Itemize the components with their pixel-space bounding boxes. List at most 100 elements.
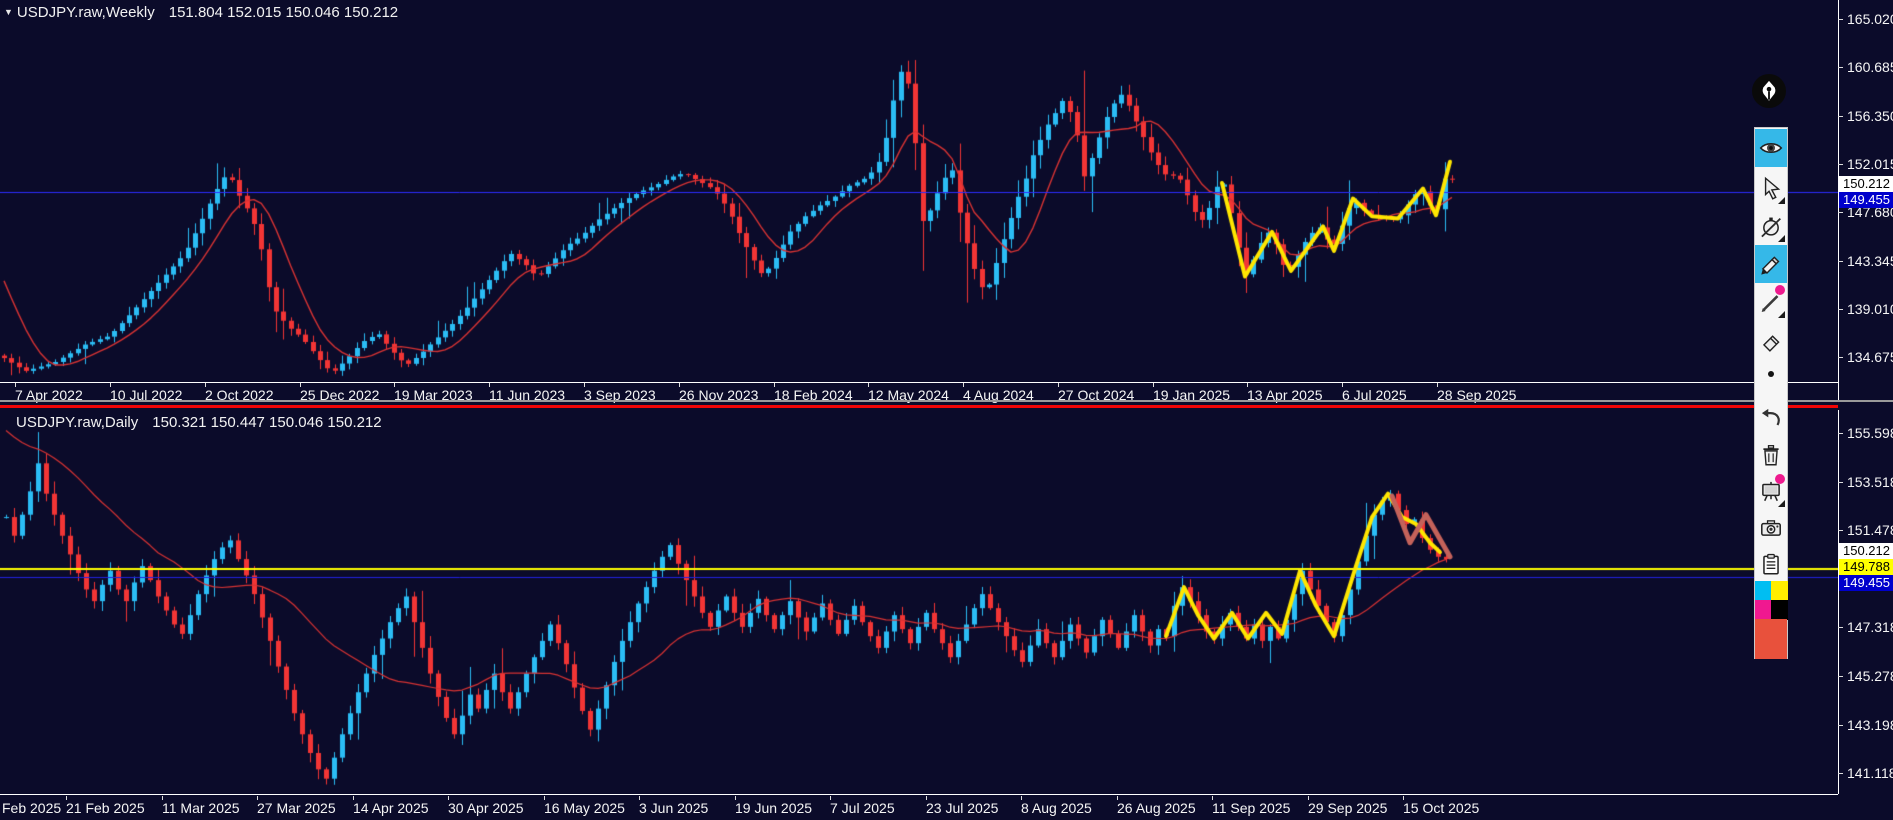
price-tick (1838, 627, 1843, 628)
price-tick (1838, 725, 1843, 726)
weekly-symbol-label: USDJPY.raw,Weekly (16, 4, 155, 21)
date-axis-label: 2 Oct 2022 (205, 387, 274, 403)
tool-marker-button[interactable] (1755, 245, 1787, 283)
date-axis-label: 12 May 2024 (868, 387, 949, 403)
tool-eraser-button[interactable] (1755, 321, 1787, 359)
handle-dot-icon[interactable] (1768, 371, 1774, 377)
tool-camera-button[interactable] (1755, 509, 1787, 547)
date-tick (353, 796, 354, 800)
tool-board-button[interactable] (1755, 472, 1787, 510)
weekly-price-marker: 150.212 (1839, 176, 1893, 192)
date-axis-label: 27 Oct 2024 (1058, 387, 1135, 403)
date-axis-label: 15 Oct 2025 (1403, 800, 1480, 816)
date-axis-label: 3 Jun 2025 (639, 800, 709, 816)
price-axis-label: 147.318 (1847, 619, 1893, 635)
date-tick (1058, 383, 1059, 387)
date-axis-label: 27 Mar 2025 (257, 800, 336, 816)
palette-swatch[interactable] (1771, 600, 1788, 620)
date-tick (66, 796, 67, 800)
date-axis-label: 25 Dec 2022 (300, 387, 380, 403)
tool-eye-button[interactable] (1755, 129, 1787, 167)
date-axis-label: 29 Sep 2025 (1308, 800, 1388, 816)
price-axis-label: 156.350 (1847, 108, 1893, 124)
price-axis-label: 143.198 (1847, 717, 1893, 733)
date-tick (735, 796, 736, 800)
date-axis-label: 18 Feb 2024 (774, 387, 853, 403)
date-tick (394, 383, 395, 387)
date-tick (15, 383, 16, 387)
price-tick (1838, 116, 1843, 117)
date-tick (926, 796, 927, 800)
date-tick (830, 796, 831, 800)
daily-chart-canvas[interactable] (0, 410, 1838, 795)
date-axis-label: 10 Jul 2022 (110, 387, 183, 403)
price-axis-label: 141.118 (1847, 765, 1893, 781)
price-tick (1838, 164, 1843, 165)
window-splitter[interactable] (0, 400, 1893, 402)
date-axis-label: 19 Jan 2025 (1153, 387, 1231, 403)
price-tick (1838, 212, 1843, 213)
price-tick (1838, 357, 1843, 358)
price-axis-label: 153.518 (1847, 474, 1893, 490)
tool-pen-button[interactable] (1755, 283, 1787, 321)
price-tick (1838, 433, 1843, 434)
date-axis-label: 19 Jun 2025 (735, 800, 813, 816)
tool-undo-button[interactable] (1755, 399, 1787, 437)
price-axis-label: 152.015 (1847, 156, 1893, 172)
date-tick (1247, 383, 1248, 387)
palette-swatch[interactable] (1755, 600, 1772, 620)
weekly-price-marker: 149.455 (1839, 192, 1893, 208)
active-color-swatch[interactable] (1755, 619, 1787, 659)
submenu-corner-icon (1778, 235, 1785, 242)
eye-icon (1759, 142, 1783, 154)
tool-cursor-button[interactable] (1755, 169, 1787, 207)
tool-clipboard-button[interactable] (1755, 545, 1787, 583)
price-tick (1838, 19, 1843, 20)
weekly-chart-title: ▼ USDJPY.raw,Weekly 151.804 152.015 150.04… (4, 4, 398, 21)
date-axis-label: 3 Sep 2023 (584, 387, 656, 403)
date-axis-label: 4 Aug 2024 (963, 387, 1034, 403)
date-tick (1403, 796, 1404, 800)
tool-trash-button[interactable] (1755, 436, 1787, 474)
daily-axis-separator (0, 794, 1838, 795)
cursor-icon (1764, 176, 1781, 200)
weekly-axis-border (1838, 0, 1839, 400)
date-axis-label: 26 Nov 2023 (679, 387, 759, 403)
trash-icon (1763, 445, 1779, 466)
palette-swatch[interactable] (1755, 581, 1772, 601)
pen-line-icon (1761, 295, 1779, 312)
pin-button[interactable] (1752, 74, 1786, 108)
price-axis-label: 165.020 (1847, 11, 1893, 27)
date-tick (110, 383, 111, 387)
date-axis-label: 11 Sep 2025 (1212, 800, 1291, 816)
date-tick (1117, 796, 1118, 800)
weekly-chart-canvas[interactable] (0, 0, 1838, 383)
eraser-icon (1762, 335, 1780, 352)
stopwatch-off-icon (1761, 217, 1781, 238)
date-axis-label: 16 May 2025 (544, 800, 625, 816)
undo-icon (1761, 408, 1780, 426)
date-tick (1021, 796, 1022, 800)
price-axis-label: 147.680 (1847, 204, 1893, 220)
daily-axis-border (1838, 410, 1839, 794)
tool-timer-button[interactable] (1755, 207, 1787, 245)
date-axis-label: 19 Mar 2023 (394, 387, 473, 403)
date-tick (1308, 796, 1309, 800)
date-axis-label: 7 Apr 2022 (15, 387, 83, 403)
palette-swatch[interactable] (1771, 581, 1788, 601)
price-tick (1838, 676, 1843, 677)
date-tick (1342, 383, 1343, 387)
date-axis-label: 28 Sep 2025 (1437, 387, 1517, 403)
price-tick (1838, 309, 1843, 310)
date-axis-label: 11 Jun 2023 (489, 387, 566, 403)
date-tick (489, 383, 490, 387)
price-tick (1838, 261, 1843, 262)
date-axis-label: Feb 2025 (2, 800, 62, 816)
price-axis-label: 139.010 (1847, 301, 1893, 317)
date-tick (868, 383, 869, 387)
chart-collapse-icon[interactable]: ▼ (4, 7, 13, 17)
date-tick (205, 383, 206, 387)
daily-ohlc-readout: 150.321 150.447 150.046 150.212 (152, 414, 382, 431)
date-tick (1437, 383, 1438, 387)
